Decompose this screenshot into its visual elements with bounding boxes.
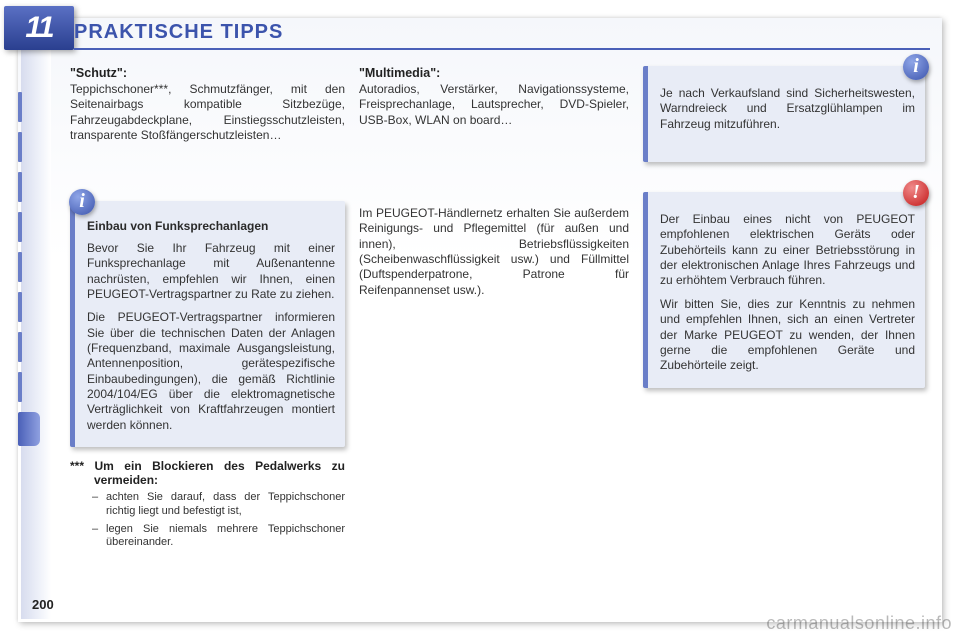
info-body: Je nach Verkaufsland sind Sicherheitswes… (660, 78, 915, 132)
einbau-title: Einbau von Funksprechanlagen (87, 213, 335, 234)
multimedia-body: Autoradios, Verstärker, Navigations­syst… (359, 82, 629, 128)
rail-tick (18, 132, 22, 162)
rail-tick (18, 212, 22, 242)
page-number: 200 (32, 597, 54, 612)
einbau-p1: Bevor Sie Ihr Fahrzeug mit einer Funkspr… (87, 241, 335, 302)
einbau-p2: Die PEUGEOT-Vertragspartner in­formieren… (87, 310, 335, 433)
rail-tick (18, 372, 22, 402)
watermark: carmanualsonline.info (766, 613, 952, 634)
column-3: i Je nach Verkaufsland sind Sicherheitsw… (643, 66, 925, 388)
schutz-body: Teppichschoner***, Schmutzfänger, mit de… (70, 82, 345, 143)
info-callout: i Je nach Verkaufsland sind Sicherheitsw… (643, 66, 925, 162)
column-1: "Schutz": Teppichschoner***, Schmutzfäng… (70, 66, 345, 554)
warn-callout: ! Der Einbau eines nicht von PEUGEOT emp… (643, 192, 925, 388)
rail-tick (18, 92, 22, 122)
haendler-text: Im PEUGEOT-Händlernetz erhalten Sie auße… (359, 206, 629, 298)
rail-tick (18, 292, 22, 322)
page: 11 PRAKTISCHE TIPPS "Schutz": Teppichsch… (18, 18, 942, 622)
footnote-block: *** Um ein Blockieren des Pedalwerks zu … (70, 459, 345, 550)
page-header: PRAKTISCHE TIPPS (74, 14, 930, 50)
page-title: PRAKTISCHE TIPPS (74, 21, 283, 43)
footnote-lead: *** Um ein Blockieren des Pedalwerks zu … (70, 459, 345, 487)
chapter-badge: 11 (4, 6, 74, 50)
info-icon: i (903, 54, 929, 80)
footnote-item: legen Sie niemals mehrere Teppichschoner… (106, 523, 345, 551)
rail-tick (18, 332, 22, 362)
warn-p1: Der Einbau eines nicht von PEUGEOT empfo… (660, 204, 915, 289)
warn-icon: ! (903, 180, 929, 206)
warn-p2: Wir bitten Sie, dies zur Kenntnis zu neh… (660, 297, 915, 374)
footnote-list: achten Sie darauf, dass der Teppichschon… (70, 491, 345, 550)
rail-tick (18, 252, 22, 282)
left-rail (21, 21, 51, 619)
info-icon: i (69, 189, 95, 215)
einbau-callout: i Einbau von Funksprechanlagen Bevor Sie… (70, 201, 345, 447)
footnote-item: achten Sie darauf, dass der Teppichschon… (106, 491, 345, 519)
multimedia-heading: "Multimedia": (359, 66, 629, 80)
schutz-heading: "Schutz": (70, 66, 345, 80)
column-2: "Multimedia": Autoradios, Verstärker, Na… (359, 66, 629, 128)
rail-tick (18, 172, 22, 202)
rail-tick-active (18, 412, 40, 446)
